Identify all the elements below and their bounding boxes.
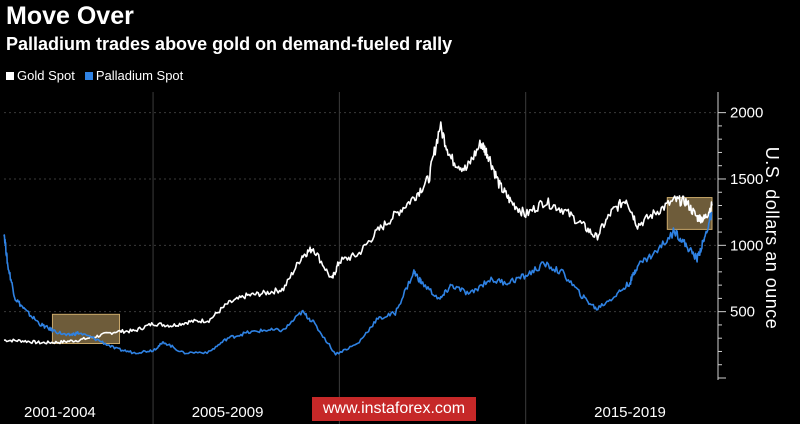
- axes: [717, 92, 726, 380]
- period-dividers: [152, 92, 527, 424]
- legend: Gold Spot Palladium Spot: [6, 68, 183, 83]
- watermark[interactable]: www.instaforex.com: [312, 397, 476, 421]
- legend-label-gold: Gold Spot: [17, 68, 75, 83]
- y-tick-labels: 500 1000 1500 2000: [730, 105, 763, 321]
- highlight-box: [666, 197, 713, 230]
- chart-title: Move Over: [6, 2, 134, 30]
- series-lines: [3, 121, 713, 356]
- legend-label-palladium: Palladium Spot: [95, 68, 184, 83]
- y-tick-label: 2000: [730, 105, 763, 122]
- palladium-spot-line: [3, 211, 713, 356]
- y-tick-label: 500: [730, 304, 755, 321]
- period-label: 2001-2004: [24, 404, 96, 421]
- chart-subtitle: Palladium trades above gold on demand-fu…: [6, 34, 453, 54]
- y-tick-label: 1500: [730, 171, 763, 188]
- period-label: 2015-2019: [594, 404, 666, 421]
- palladium-swatch: [84, 71, 93, 80]
- y-tick-label: 1000: [730, 237, 763, 254]
- period-label: 2005-2009: [192, 404, 264, 421]
- gold-spot-line: [3, 121, 713, 345]
- legend-item-palladium: Palladium Spot: [84, 68, 184, 83]
- y-axis-label: U.S. dollars an ounce: [762, 147, 782, 330]
- legend-item-gold: Gold Spot: [6, 68, 75, 83]
- grid: [4, 112, 718, 313]
- gold-swatch: [6, 71, 14, 80]
- highlight-boxes: [51, 197, 713, 345]
